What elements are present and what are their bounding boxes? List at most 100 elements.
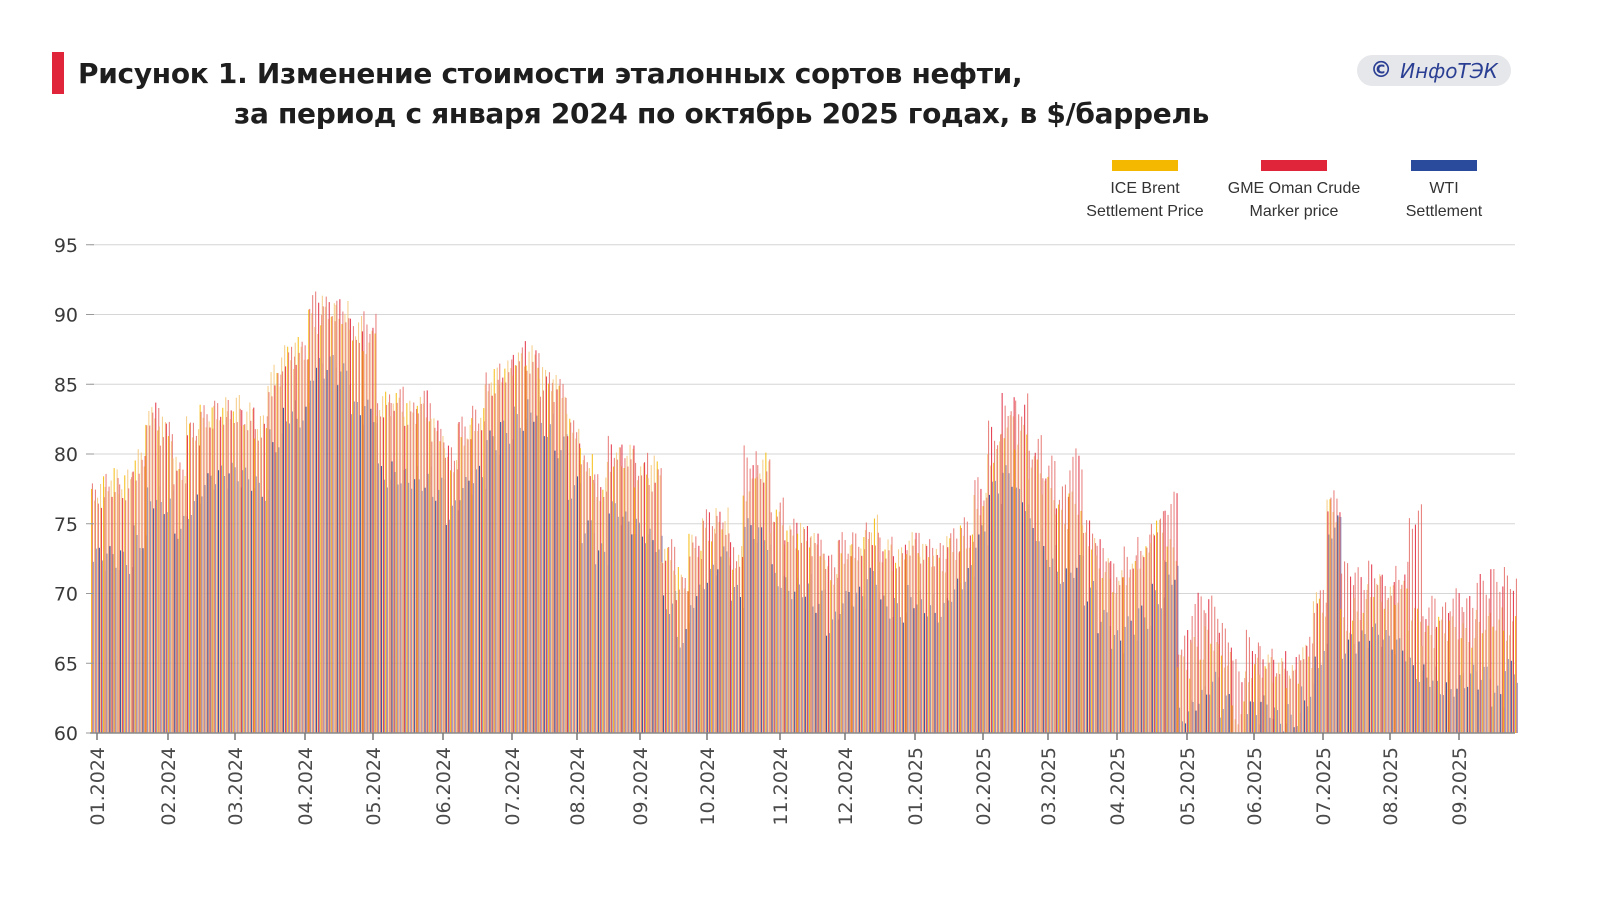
bar-wti <box>1358 641 1360 733</box>
bar-wti <box>380 466 382 733</box>
bar-oman <box>420 403 422 733</box>
bar-oman <box>1336 498 1338 733</box>
bar-wti <box>663 595 665 733</box>
bar-brent <box>830 580 832 733</box>
bar-brent <box>433 418 435 733</box>
bar-wti <box>1255 715 1257 733</box>
bar-oman <box>559 379 561 733</box>
bar-wti <box>1209 694 1211 733</box>
bar-oman <box>233 423 235 733</box>
bar-brent <box>1080 510 1082 733</box>
bar-oman <box>1476 582 1478 733</box>
week-cluster <box>1340 561 1355 733</box>
bar-brent <box>507 360 509 733</box>
bar-oman <box>1395 565 1397 733</box>
bar-wti <box>1032 528 1034 733</box>
bar-brent <box>688 533 690 733</box>
bar-wti <box>465 477 467 733</box>
bar-brent <box>904 559 906 733</box>
bar-brent <box>352 340 354 733</box>
bar-oman <box>1167 514 1169 733</box>
bar-oman <box>141 459 143 733</box>
bar-brent <box>1061 509 1063 733</box>
bar-oman <box>526 370 528 733</box>
bar-oman <box>784 540 786 733</box>
bar-wti <box>451 505 453 733</box>
bar-brent <box>409 400 411 733</box>
bar-oman <box>1387 597 1389 733</box>
bar-brent <box>127 469 129 733</box>
bar-brent <box>1050 488 1052 733</box>
bar-brent <box>999 441 1001 733</box>
bar-brent <box>938 557 940 733</box>
bar-oman <box>654 482 656 733</box>
bar-oman <box>882 551 884 733</box>
bar-oman <box>349 318 351 733</box>
bar-oman <box>776 516 778 733</box>
bar-brent <box>1237 724 1239 733</box>
bar-brent <box>1400 589 1402 733</box>
bar-wti <box>764 540 766 733</box>
bar-oman <box>402 386 404 733</box>
bar-wti <box>1507 659 1509 733</box>
bar-brent <box>1000 433 1002 733</box>
bar-wti <box>1188 711 1190 733</box>
bar-wti <box>448 519 450 733</box>
week-cluster <box>539 367 554 733</box>
bar-oman <box>668 547 670 733</box>
bar-oman <box>701 559 703 733</box>
bar-brent <box>914 539 916 733</box>
bar-wti <box>166 512 168 733</box>
bar-brent <box>561 398 563 733</box>
bar-brent <box>982 506 984 733</box>
bar-wti <box>1065 568 1067 733</box>
bar-oman <box>714 533 716 733</box>
bar-oman <box>440 428 442 733</box>
bar-wti <box>543 436 545 733</box>
bar-oman <box>803 529 805 733</box>
bar-brent <box>487 391 489 733</box>
bar-oman <box>444 457 446 733</box>
bar-oman <box>1393 582 1395 733</box>
bar-brent <box>955 560 957 733</box>
bar-wti <box>326 370 328 733</box>
bar-oman <box>994 440 996 733</box>
bar-brent <box>647 478 649 733</box>
week-cluster <box>1122 546 1138 733</box>
bar-wti <box>1491 706 1493 733</box>
bar-brent <box>202 417 204 733</box>
bar-wti <box>1385 630 1387 733</box>
bar-oman <box>1279 674 1281 733</box>
x-tick-label: 07.2025 <box>1313 747 1335 826</box>
bar-brent <box>1509 635 1511 733</box>
bar-brent <box>284 345 286 733</box>
bar-oman <box>535 350 537 733</box>
bar-brent <box>1462 623 1464 733</box>
bar-oman <box>662 563 664 733</box>
bar-brent <box>1125 585 1127 733</box>
bar-oman <box>831 554 833 733</box>
bar-brent <box>1261 677 1263 733</box>
bar-oman <box>1306 645 1308 733</box>
bar-oman <box>933 566 935 733</box>
bar-brent <box>1044 480 1046 733</box>
bar-wti <box>1201 689 1203 733</box>
bar-brent <box>416 405 418 733</box>
bar-wti <box>150 501 152 733</box>
bar-brent <box>887 539 889 733</box>
bar-brent <box>287 346 289 733</box>
bar-oman <box>1176 493 1178 733</box>
week-cluster <box>620 444 636 733</box>
bar-brent <box>1408 630 1410 733</box>
bar-brent <box>674 574 676 733</box>
bar-brent <box>137 449 139 733</box>
bar-brent <box>572 432 574 733</box>
bar-wti <box>95 548 97 733</box>
bar-oman <box>1436 626 1438 733</box>
bar-oman <box>969 535 971 733</box>
bar-brent <box>208 421 210 733</box>
bar-brent <box>1162 532 1164 733</box>
bar-brent <box>91 488 93 733</box>
bar-wti <box>601 543 603 733</box>
